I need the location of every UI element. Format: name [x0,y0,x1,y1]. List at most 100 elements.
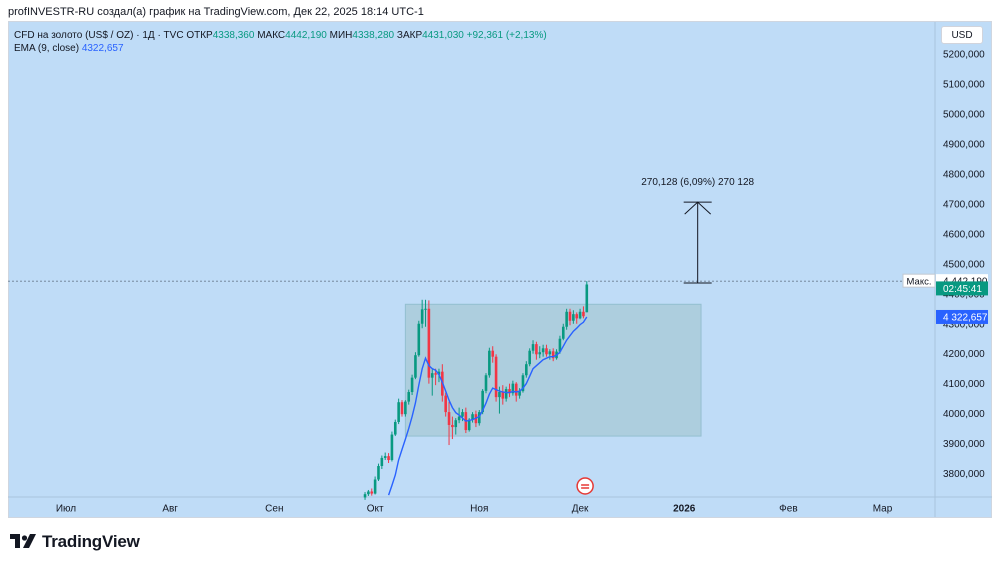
candle-body [477,412,481,424]
candle-body [414,355,417,378]
y-tick-label: 4300,000 [943,319,985,330]
candle-body [420,309,424,324]
countdown-tag [936,281,988,296]
candle-body [370,491,374,494]
open-value: 4338,360 [212,30,255,41]
candle-body [501,392,505,399]
ema-label: EMA (9, close) [14,43,80,54]
candle-body [535,344,538,355]
candle-body [383,456,387,458]
tradingview-logo: TradingView [10,532,140,552]
economic-event-icon-mark [581,484,590,489]
candle-body [454,420,458,428]
candle-body [565,311,568,327]
candle-body [373,479,377,494]
consolidation-range-box [404,303,702,437]
ema-value: 4322,657 [81,43,124,54]
y-tick-label: 4900,000 [943,140,985,151]
tradingview-logo-icon [10,534,36,548]
candle-body [377,466,380,480]
candle-body [545,348,548,355]
measure-arrowhead [684,201,712,215]
candle-body [430,373,434,378]
candle-body [457,416,461,421]
y-tick-label: 4000,000 [943,409,985,420]
ema-price-text: 4 322,657 [943,312,988,323]
candle-body [531,344,535,351]
brand-name: TradingView [42,532,140,551]
candle-body [367,491,370,495]
candle-body [551,351,555,359]
candle-body [400,402,404,415]
candle-body [578,311,582,319]
candle-body [511,383,515,394]
chart-attribution: profINVESTR-RU создал(а) график на Tradi… [8,6,424,18]
candle-body [484,375,488,391]
candle-body [407,392,411,402]
measure-label: 270,128 (6,09%) 270 128 [641,177,754,188]
candle-body [558,338,562,352]
candle-body [582,311,585,317]
y-tick-label: 3800,000 [943,469,985,480]
candle-body [528,350,531,365]
y-tick-label: 5100,000 [943,80,985,91]
currency-button[interactable]: USD [941,26,983,44]
high-value: 4442,190 [285,30,327,41]
candle-body [451,424,454,428]
candle-body [393,421,397,435]
candle-body [380,457,384,467]
y-tick-label: 4600,000 [943,229,985,240]
economic-event-icon [576,477,594,495]
candle-body [585,284,589,313]
countdown-text: 02:45:41 [943,284,982,295]
max-caption: Макс. [907,277,932,288]
candle-body [568,311,572,321]
candle-body [521,375,525,392]
open-label: ОТКР [186,30,213,41]
candle-body [410,377,414,393]
close-label: ЗАКР [396,30,423,41]
candle-body [387,456,390,461]
ema-legend[interactable]: EMA (9, close) 4322,657 [14,43,124,54]
x-tick-label: Дек [572,504,589,515]
candle-body [427,308,431,378]
y-tick-label: 4200,000 [943,349,985,360]
max-caption-box [902,273,936,288]
candle-body [390,434,394,461]
candle-body [572,314,575,321]
candle-body [491,350,495,357]
y-tick-label: 5000,000 [943,110,985,121]
y-tick-label: 4800,000 [943,170,985,181]
y-tick-label: 5200,000 [943,50,985,61]
x-tick-label: Сен [265,504,283,515]
y-tick-label: 4500,000 [943,259,985,270]
x-tick-label: 2026 [673,504,696,515]
x-tick-label: Окт [367,504,384,515]
candle-body [424,308,427,310]
x-tick-label: Авг [162,504,178,515]
candle-body [538,352,542,355]
candle-body [504,389,508,399]
y-tick-label: 4100,000 [943,379,985,390]
candle-body [461,412,464,417]
x-tick-label: Июл [56,504,76,515]
candle-body [417,323,421,356]
high-label: МАКС [257,30,286,41]
symbol-legend: CFD на золото (US$ / OZ) · 1Д · TVC ОТКР… [14,30,547,41]
ema-line [387,316,588,496]
candle-body [498,392,501,398]
candle-body [481,390,484,413]
candle-body [518,391,521,396]
change-value: +92,361 (+2,13%) [466,30,547,41]
candle-body [508,389,511,394]
x-tick-label: Мар [873,504,893,515]
candle-body [541,348,545,353]
candle-body [525,364,528,376]
x-tick-label: Фев [779,504,797,515]
candle-body [514,383,518,396]
candle-body [437,371,441,375]
candle-body [404,401,407,415]
candle-body [467,419,471,431]
symbol-name[interactable]: CFD на золото (US$ / OZ) · 1Д · TVC [14,30,184,41]
candle-body [444,395,447,413]
